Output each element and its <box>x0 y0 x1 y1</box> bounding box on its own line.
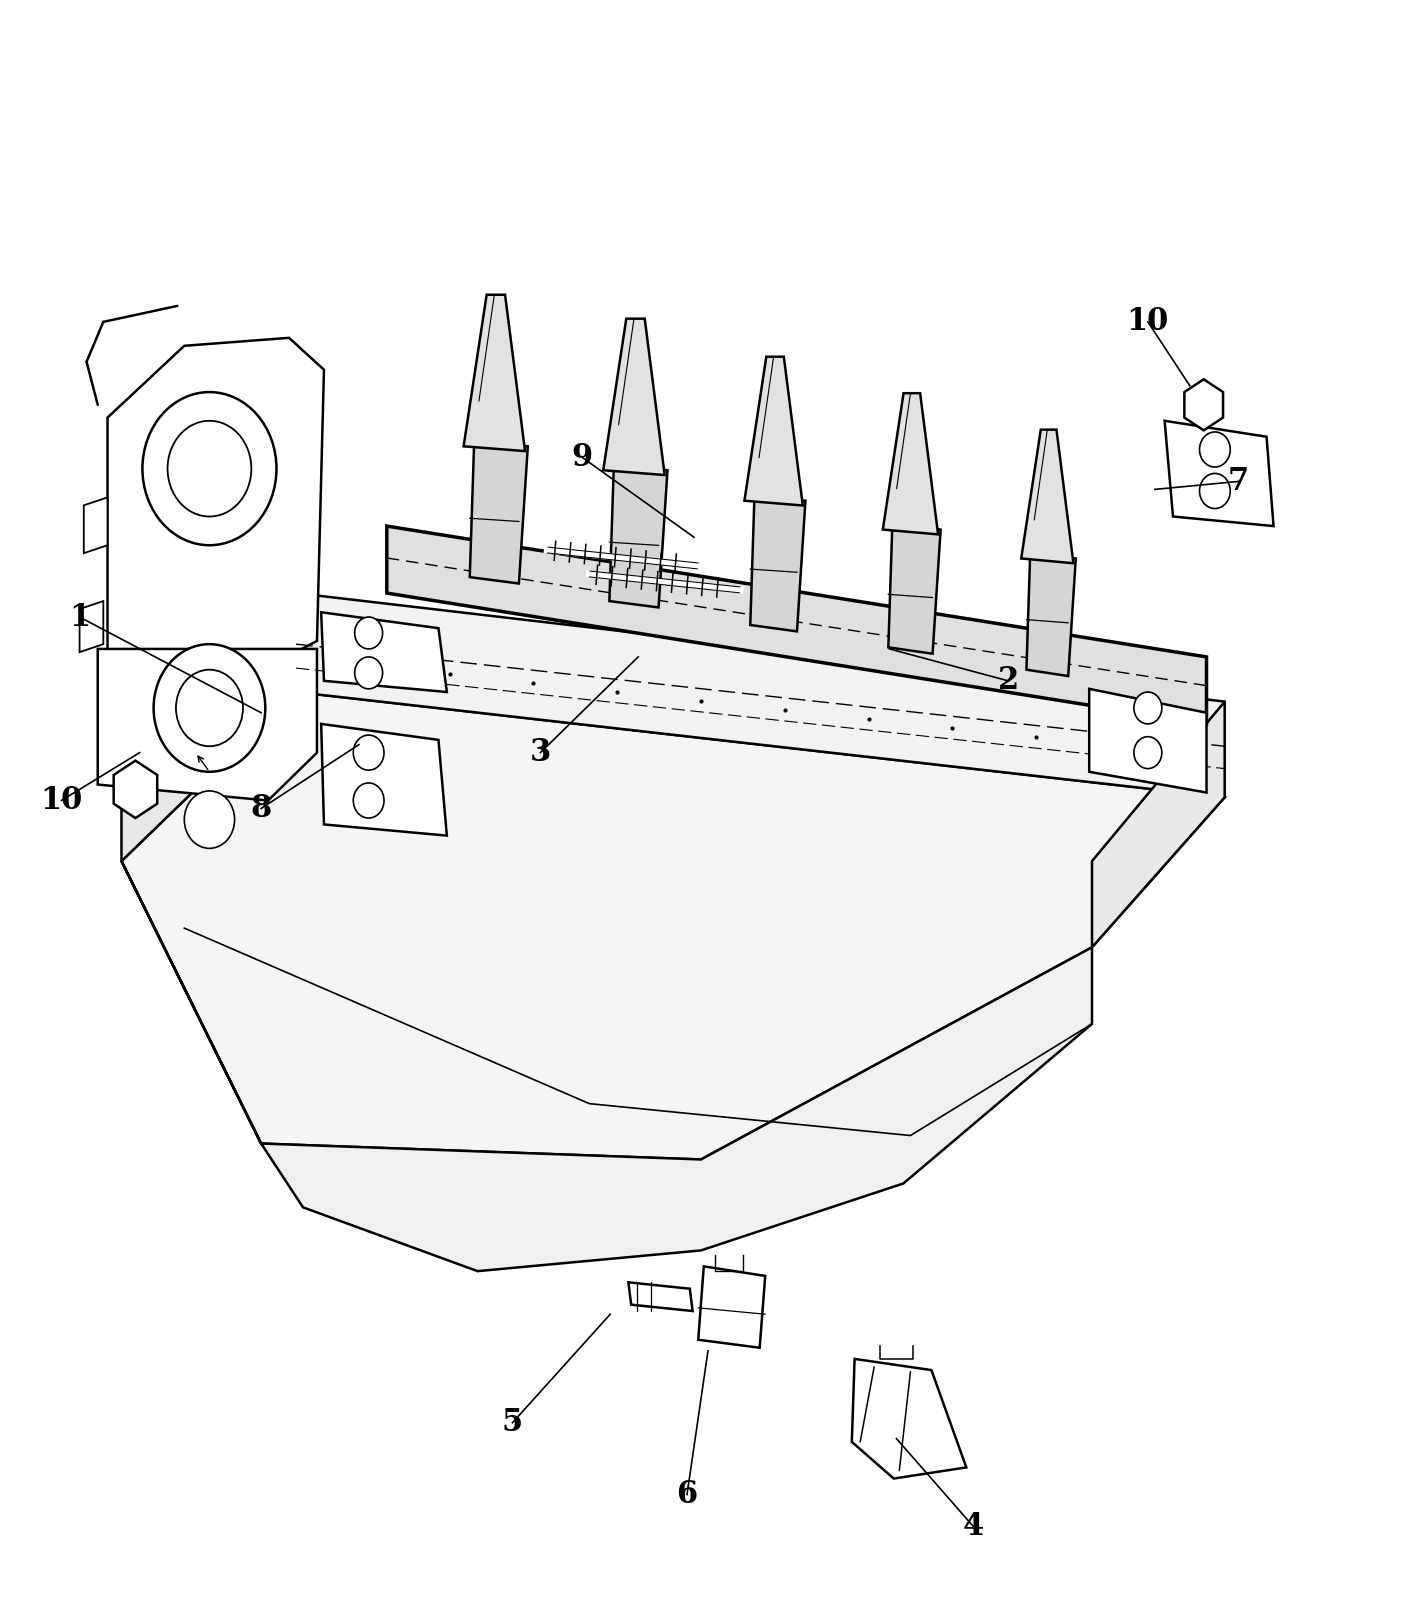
Polygon shape <box>628 1282 693 1311</box>
Text: 2: 2 <box>998 666 1019 696</box>
Polygon shape <box>387 527 1207 724</box>
Polygon shape <box>98 648 317 800</box>
Circle shape <box>154 644 265 772</box>
Circle shape <box>143 392 276 546</box>
Polygon shape <box>122 592 296 861</box>
Point <box>439 661 461 687</box>
Polygon shape <box>122 861 1092 1271</box>
Circle shape <box>1134 736 1162 768</box>
Polygon shape <box>698 1266 765 1348</box>
Point <box>858 706 880 732</box>
Text: 10: 10 <box>1127 306 1169 338</box>
Polygon shape <box>852 1359 966 1479</box>
Point <box>355 652 377 677</box>
Text: 3: 3 <box>530 736 551 768</box>
Circle shape <box>1200 432 1230 467</box>
Polygon shape <box>321 724 447 836</box>
Circle shape <box>1200 474 1230 509</box>
Point <box>606 679 628 704</box>
Text: 5: 5 <box>502 1407 523 1438</box>
Polygon shape <box>1092 701 1225 948</box>
Polygon shape <box>321 612 447 692</box>
Text: 10: 10 <box>41 784 83 817</box>
Polygon shape <box>1026 552 1075 676</box>
Polygon shape <box>610 464 667 607</box>
Point <box>774 696 796 722</box>
Polygon shape <box>464 295 524 451</box>
Circle shape <box>353 783 384 818</box>
Circle shape <box>168 421 251 517</box>
Circle shape <box>175 669 243 746</box>
Text: 4: 4 <box>963 1511 984 1542</box>
Point <box>1025 724 1047 749</box>
Polygon shape <box>1089 688 1207 792</box>
Polygon shape <box>1021 429 1074 564</box>
Point <box>1109 733 1131 759</box>
Polygon shape <box>108 338 324 688</box>
Circle shape <box>355 616 383 648</box>
Polygon shape <box>80 600 104 652</box>
Point <box>941 716 963 741</box>
Text: 8: 8 <box>251 792 272 825</box>
Polygon shape <box>744 357 803 506</box>
Polygon shape <box>750 495 806 631</box>
Polygon shape <box>603 319 665 475</box>
Circle shape <box>353 735 384 770</box>
Text: 6: 6 <box>677 1479 698 1510</box>
Text: 7: 7 <box>1228 466 1249 496</box>
Polygon shape <box>470 440 527 583</box>
Text: 1: 1 <box>69 602 90 632</box>
Polygon shape <box>296 592 1225 797</box>
Text: 9: 9 <box>572 442 593 472</box>
Point <box>522 669 544 695</box>
Circle shape <box>355 656 383 688</box>
Polygon shape <box>883 394 938 535</box>
Circle shape <box>1134 692 1162 724</box>
Circle shape <box>184 791 234 849</box>
Polygon shape <box>122 692 1225 1159</box>
Polygon shape <box>1165 421 1273 527</box>
Polygon shape <box>889 524 941 653</box>
Point <box>690 688 712 714</box>
Polygon shape <box>84 498 108 554</box>
